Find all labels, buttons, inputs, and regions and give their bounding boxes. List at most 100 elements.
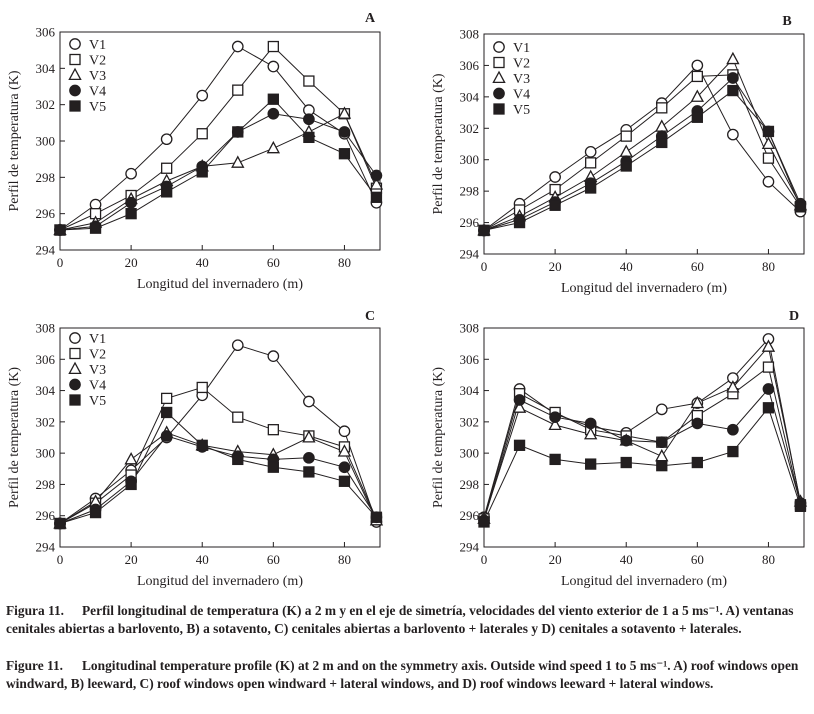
- x-tick-label: 80: [338, 552, 351, 567]
- data-point-v2: [161, 392, 173, 405]
- chart-panel-a: 0 20 40 60 80 294 296 298 300 302 304 306 Longitud d…: [7, 11, 384, 292]
- data-point-v3: [124, 452, 138, 465]
- series-line-v1: [483, 64, 801, 231]
- x-tick-label: 20: [549, 259, 562, 274]
- figure: 0 20 40 60 80 294 296 298 300 302 304 306 Longitud d…: [7, 11, 808, 589]
- x-tick-label: 60: [691, 552, 704, 567]
- data-point-v1: [267, 60, 280, 73]
- series-line-v2: [59, 45, 377, 231]
- series-line-v4: [59, 113, 377, 231]
- x-axis-label: Longitud del invernadero (m): [561, 281, 727, 296]
- data-point-v5: [303, 131, 315, 144]
- data-point-v4: [160, 430, 173, 442]
- legend-label-v5: V5: [513, 103, 530, 118]
- data-point-v2: [232, 84, 244, 96]
- plot-frame: [483, 33, 805, 255]
- x-tick-label: 20: [549, 552, 562, 567]
- series-line-v2: [483, 366, 801, 519]
- data-point-v5: [478, 516, 490, 528]
- x-tick-label: 0: [481, 259, 488, 274]
- y-tick-label: 294: [36, 243, 56, 258]
- data-point-v5: [585, 458, 597, 470]
- y-tick-label: 308: [36, 321, 56, 336]
- data-point-v4: [549, 411, 561, 424]
- data-point-v5: [196, 166, 208, 178]
- data-point-v3: [690, 89, 705, 102]
- y-axis-label: Perfil de temperatura (K): [7, 70, 22, 211]
- series-line-v5: [59, 98, 377, 231]
- chart-panel-d: 0 20 40 60 80 294 296 298 300 302 304 306 308 Longitu…: [431, 309, 808, 589]
- x-tick-label: 40: [620, 552, 633, 567]
- series-line-v4: [59, 435, 377, 524]
- data-point-v1: [125, 167, 137, 180]
- x-tick-label: 60: [267, 552, 280, 567]
- y-tick-label: 308: [460, 27, 480, 42]
- data-point-v5: [125, 478, 137, 491]
- data-point-v5: [267, 93, 279, 105]
- legend-marker-v1: [69, 332, 81, 344]
- y-tick-label: 302: [460, 121, 480, 136]
- data-point-v4: [655, 436, 668, 449]
- data-point-v1: [231, 40, 244, 53]
- y-tick-label: 304: [460, 383, 480, 398]
- data-point-v4: [338, 461, 351, 474]
- data-point-v4: [267, 107, 280, 120]
- data-point-v1: [762, 175, 775, 188]
- y-tick-label: 300: [460, 152, 480, 167]
- legend-marker-v5: [493, 103, 505, 115]
- series-line-v4: [483, 77, 801, 231]
- data-point-v1: [655, 403, 668, 416]
- data-point-v3: [761, 339, 776, 352]
- data-point-v1: [549, 171, 561, 183]
- series-line-v4: [483, 387, 801, 521]
- y-tick-label: 298: [460, 477, 480, 492]
- legend-marker-v3: [68, 67, 82, 81]
- legend-marker-v3: [68, 361, 82, 375]
- data-point-v3: [512, 400, 527, 413]
- y-tick-label: 294: [36, 540, 56, 555]
- data-point-v3: [655, 448, 669, 462]
- series-line-v3: [483, 58, 801, 231]
- series-line-v5: [59, 411, 377, 524]
- data-point-v4: [303, 451, 315, 464]
- data-point-v3: [655, 119, 669, 132]
- legend-marker-v2: [69, 347, 81, 360]
- legend-label-v4: V4: [89, 379, 106, 394]
- chart-panel-b: 0 20 40 60 80 294 296 298 300 302 304 306 308 Longitu…: [431, 14, 808, 296]
- data-point-v4: [584, 417, 597, 430]
- data-point-v5: [513, 216, 526, 229]
- series-line-v5: [483, 89, 801, 231]
- data-point-v3: [583, 427, 598, 440]
- y-tick-label: 300: [36, 134, 56, 149]
- legend-marker-v2: [69, 53, 81, 66]
- data-point-v1: [160, 133, 173, 146]
- x-tick-label: 0: [481, 552, 488, 567]
- legend-marker-v4: [69, 84, 81, 97]
- data-point-v2: [762, 361, 775, 373]
- data-point-v3: [761, 136, 776, 150]
- data-point-v1: [303, 395, 315, 408]
- caption-es-text: Perfil longitudinal de temperatura (K) a…: [6, 603, 794, 636]
- y-tick-label: 302: [36, 97, 56, 112]
- data-point-v5: [656, 136, 668, 149]
- data-point-v5: [161, 406, 173, 419]
- x-tick-label: 20: [125, 552, 138, 567]
- data-point-v4: [691, 417, 704, 430]
- series-line-v1: [59, 45, 377, 231]
- data-point-v4: [338, 126, 351, 138]
- data-point-v5: [267, 461, 279, 473]
- legend-label-v3: V3: [89, 363, 106, 378]
- data-point-v3: [337, 444, 352, 457]
- data-point-v3: [369, 177, 384, 190]
- data-point-v5: [54, 224, 66, 236]
- x-axis-label: Longitud del invernadero (m): [561, 574, 727, 589]
- data-point-v5: [89, 222, 102, 234]
- legend-label-v2: V2: [89, 348, 106, 363]
- data-point-v1: [691, 59, 704, 72]
- data-point-v4: [620, 434, 633, 447]
- legend-marker-v2: [493, 56, 505, 69]
- data-point-v4: [125, 196, 137, 209]
- legend-label-v4: V4: [89, 85, 106, 100]
- plot-frame: [59, 31, 381, 251]
- data-point-v5: [125, 208, 137, 220]
